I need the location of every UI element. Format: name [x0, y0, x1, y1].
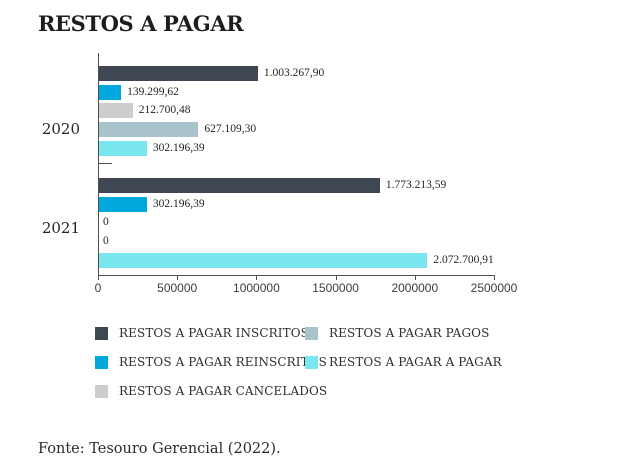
legend-label: RESTOS A PAGAR CANCELADOS [119, 384, 328, 398]
bar-2020-a_pagar [99, 140, 147, 156]
bar-2021-a_pagar [99, 252, 428, 268]
category-separator-tick [98, 163, 112, 164]
bar-value-label: 2.072.700,91 [433, 253, 494, 266]
bar-2020-inscritos [99, 66, 258, 81]
bar-2021-inscritos [99, 178, 380, 193]
page-title: RESTOS A PAGAR [38, 11, 244, 36]
legend-swatch-inscritos [95, 326, 108, 340]
bar-value-label: 627.109,30 [204, 123, 257, 136]
legend-swatch-pagos [305, 326, 318, 340]
bar-2021-reinscritos [99, 196, 147, 212]
bar-value-label: 0 [103, 216, 109, 229]
legend-item-a_pagar: RESTOS A PAGAR A PAGAR [305, 355, 502, 369]
x-axis-tick [414, 275, 416, 280]
x-axis-tick-label: 500000 [157, 281, 198, 295]
legend-swatch-cancelados [95, 384, 108, 398]
x-axis-tick-label: 0 [94, 281, 102, 295]
x-axis-tick [98, 275, 99, 280]
source-note: Fonte: Tesouro Gerencial (2022). [38, 441, 281, 457]
x-axis-tick-label: 1000000 [233, 281, 280, 295]
legend-swatch-reinscritos [95, 355, 108, 369]
chart-legend: RESTOS A PAGAR INSCRITOS RESTOS A PAGAR P… [95, 326, 502, 398]
legend-label: RESTOS A PAGAR INSCRITOS [119, 326, 309, 340]
y-axis-line [98, 53, 99, 275]
bar-value-label: 302.196,39 [152, 141, 205, 154]
x-axis-tick [335, 275, 337, 280]
bar-2020-reinscritos [99, 84, 122, 100]
x-axis-tick [494, 275, 495, 280]
bar-value-label: 139.299,62 [127, 85, 179, 98]
bar-value-label: 302.196,39 [152, 197, 205, 210]
x-axis-tick [256, 275, 258, 280]
legend-label: RESTOS A PAGAR A PAGAR [329, 355, 502, 369]
legend-item-inscritos: RESTOS A PAGAR INSCRITOS [95, 326, 309, 340]
category-label-2021: 2021 [41, 219, 80, 237]
bar-value-label: 0 [103, 235, 109, 248]
x-axis-tick-label: 2000000 [391, 281, 439, 295]
x-axis-tick-label: 1500000 [312, 281, 359, 295]
bar-2020-pagos [99, 122, 199, 138]
legend-item-pagos: RESTOS A PAGAR PAGOS [305, 326, 502, 340]
bar-2020-cancelados [99, 103, 133, 119]
legend-label: RESTOS A PAGAR PAGOS [329, 326, 490, 340]
bar-value-label: 1.773.213,59 [385, 179, 447, 191]
bar-value-label: 212.700,48 [138, 104, 191, 117]
legend-label: RESTOS A PAGAR REINSCRITOS [119, 355, 327, 369]
x-axis-tick-label: 2500000 [470, 281, 518, 295]
category-label-2020: 2020 [41, 120, 80, 138]
legend-item-cancelados: RESTOS A PAGAR CANCELADOS [95, 384, 327, 398]
x-axis-line [98, 275, 495, 276]
legend-swatch-a_pagar [305, 355, 318, 369]
legend-item-reinscritos: RESTOS A PAGAR REINSCRITOS [95, 355, 327, 369]
bar-value-label: 1.003.267,90 [263, 67, 325, 79]
x-axis-tick [177, 275, 179, 280]
